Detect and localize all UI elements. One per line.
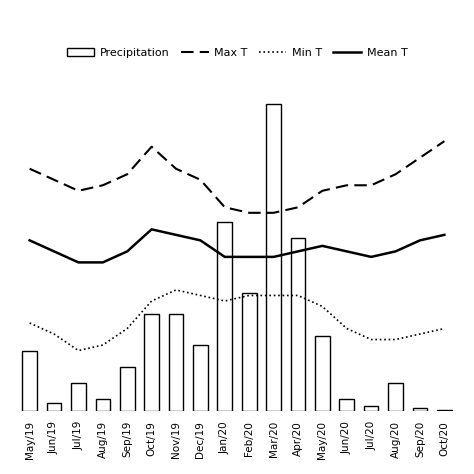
Bar xyxy=(120,367,135,411)
Bar xyxy=(22,351,37,411)
Bar xyxy=(437,410,452,411)
Bar xyxy=(169,314,183,411)
Bar xyxy=(242,293,256,411)
Bar xyxy=(218,222,232,411)
Legend: Precipitation, Max T, Min T, Mean T: Precipitation, Max T, Min T, Mean T xyxy=(62,43,412,62)
Bar xyxy=(315,336,330,411)
Bar xyxy=(266,104,281,411)
Bar xyxy=(388,383,403,411)
Bar xyxy=(71,383,86,411)
Bar xyxy=(413,408,427,411)
Bar xyxy=(47,403,61,411)
Bar xyxy=(95,399,110,411)
Bar xyxy=(144,314,159,411)
Bar xyxy=(364,406,379,411)
Bar xyxy=(193,345,208,411)
Bar xyxy=(291,238,305,411)
Bar xyxy=(339,399,354,411)
